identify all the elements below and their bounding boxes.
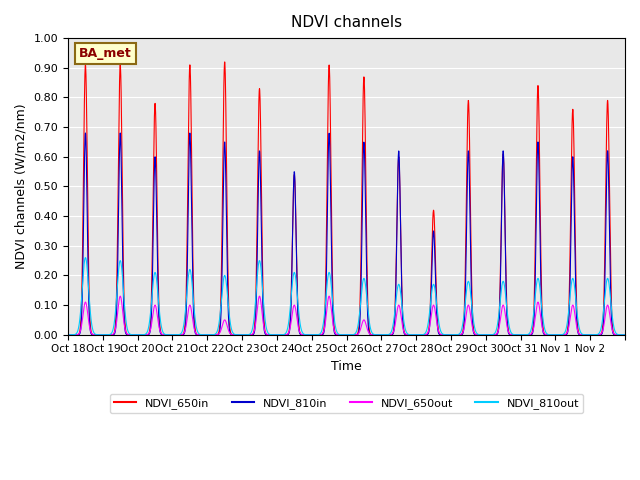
NDVI_810out	[615, 332, 623, 337]
Line: NDVI_650out: NDVI_650out	[68, 296, 625, 335]
Title: NDVI channels: NDVI channels	[291, 15, 402, 30]
NDVI_650in	[64, 332, 72, 337]
NDVI_810out	[81, 255, 89, 261]
NDVI_650in	[418, 332, 426, 337]
NDVI_650in	[221, 59, 228, 65]
NDVI_650out	[467, 316, 475, 322]
NDVI_650in	[467, 248, 475, 253]
NDVI_810in	[81, 130, 89, 136]
NDVI_810out	[179, 328, 186, 334]
NDVI_650out	[536, 309, 544, 315]
NDVI_650out	[615, 332, 623, 337]
NDVI_650in	[615, 332, 623, 337]
NDVI_810in	[179, 332, 186, 337]
NDVI_650in	[178, 332, 186, 337]
NDVI_650in	[503, 296, 511, 302]
NDVI_650out	[116, 293, 124, 299]
NDVI_650out	[621, 332, 629, 337]
NDVI_810in	[615, 332, 623, 337]
NDVI_650out	[179, 332, 186, 337]
NDVI_810in	[621, 332, 629, 337]
NDVI_810out	[621, 332, 629, 337]
Line: NDVI_650in: NDVI_650in	[68, 62, 625, 335]
Y-axis label: NDVI channels (W/m2/nm): NDVI channels (W/m2/nm)	[15, 104, 28, 269]
Text: BA_met: BA_met	[79, 47, 132, 60]
NDVI_650in	[621, 332, 629, 337]
NDVI_810out	[503, 303, 511, 309]
Line: NDVI_810in: NDVI_810in	[68, 133, 625, 335]
NDVI_810out	[467, 295, 475, 301]
NDVI_810out	[536, 287, 544, 292]
NDVI_810in	[536, 236, 544, 242]
NDVI_810in	[467, 278, 475, 284]
Line: NDVI_810out: NDVI_810out	[68, 258, 625, 335]
NDVI_650out	[64, 332, 72, 337]
NDVI_650out	[418, 332, 426, 337]
NDVI_810in	[503, 306, 511, 312]
NDVI_650in	[536, 192, 544, 198]
Legend: NDVI_650in, NDVI_810in, NDVI_650out, NDVI_810out: NDVI_650in, NDVI_810in, NDVI_650out, NDV…	[109, 394, 584, 413]
X-axis label: Time: Time	[331, 360, 362, 373]
NDVI_650out	[503, 321, 511, 327]
NDVI_810out	[418, 332, 426, 337]
NDVI_810in	[64, 332, 72, 337]
NDVI_810in	[418, 332, 426, 337]
NDVI_810out	[64, 332, 72, 337]
